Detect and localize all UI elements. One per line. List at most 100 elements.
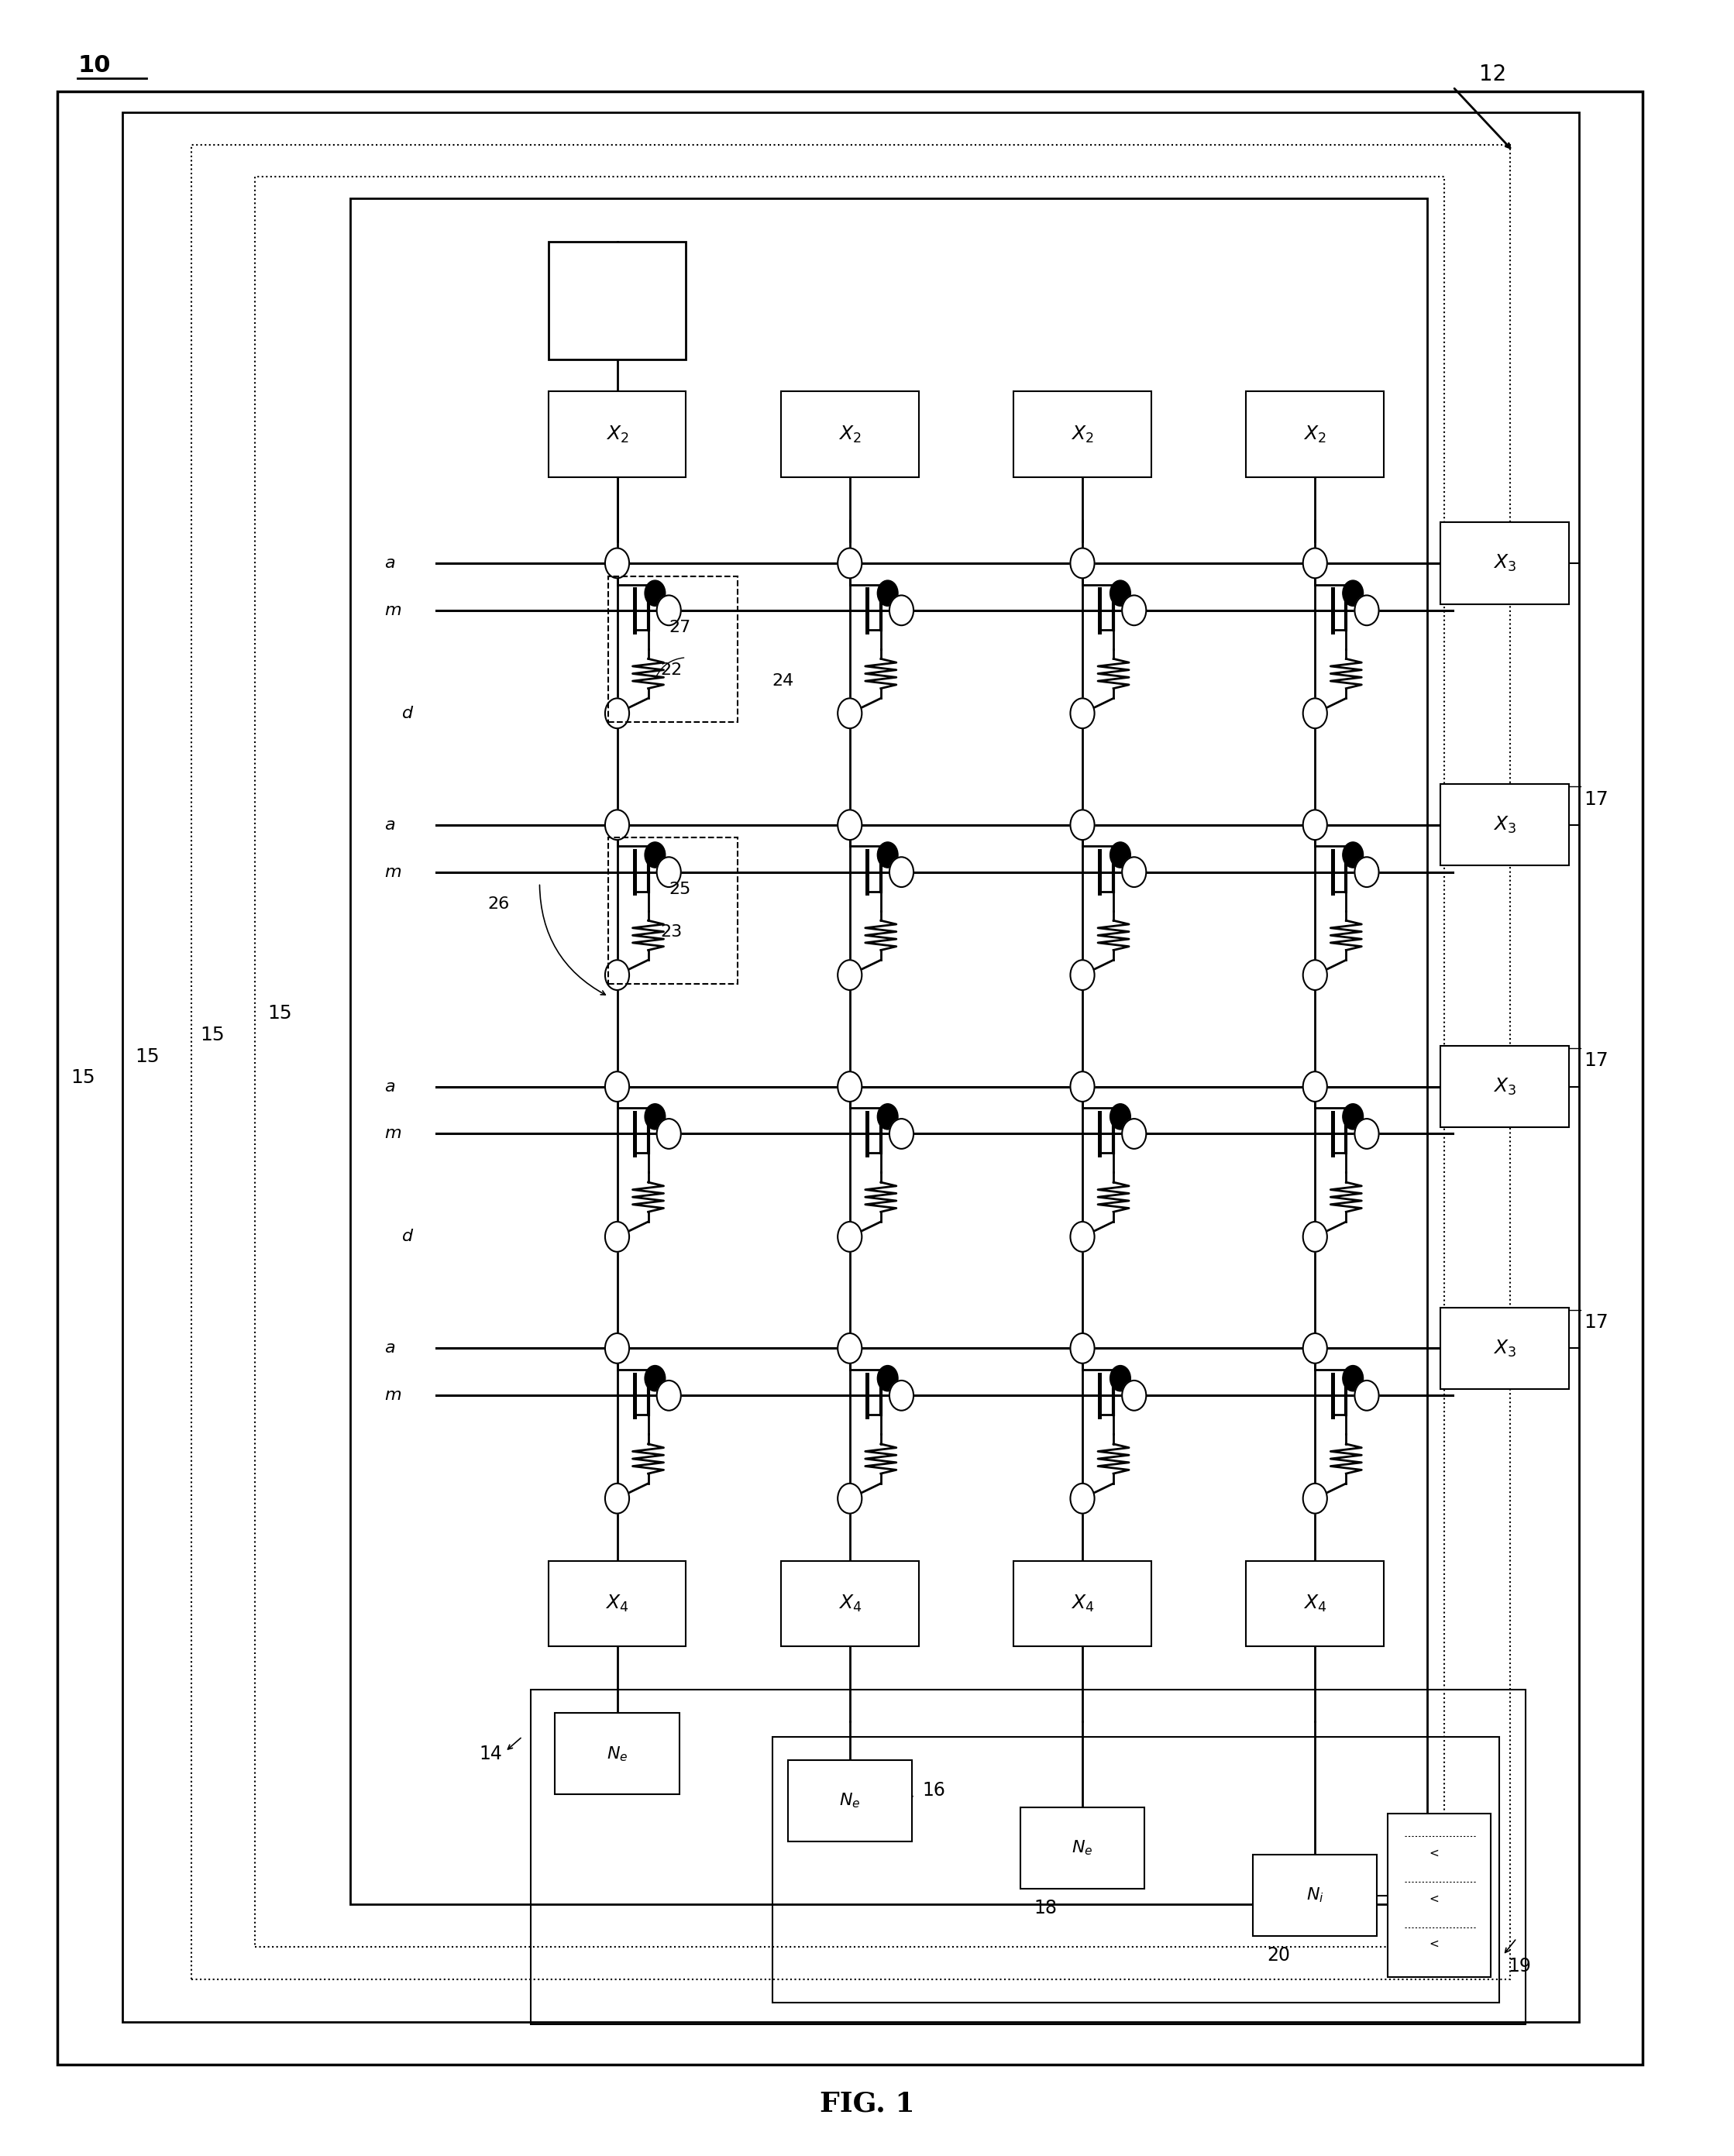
Text: 27: 27: [669, 619, 690, 636]
Circle shape: [1070, 811, 1094, 841]
Circle shape: [605, 1072, 629, 1102]
Text: $a$: $a$: [385, 554, 395, 571]
Circle shape: [890, 1380, 914, 1410]
Circle shape: [657, 595, 681, 625]
Bar: [1247, 1561, 1384, 1647]
Circle shape: [1070, 548, 1094, 578]
Circle shape: [1302, 1072, 1327, 1102]
Text: 15: 15: [135, 1048, 160, 1065]
Circle shape: [838, 1222, 862, 1253]
Text: $a$: $a$: [385, 817, 395, 834]
Circle shape: [1110, 1104, 1131, 1130]
Circle shape: [877, 1104, 898, 1130]
Text: 15: 15: [71, 1069, 95, 1087]
Text: $X_3$: $X_3$: [1493, 1339, 1516, 1358]
Text: $X_3$: $X_3$: [1493, 1076, 1516, 1097]
Text: 14: 14: [479, 1744, 503, 1764]
Bar: [609, 839, 737, 983]
Circle shape: [605, 548, 629, 578]
Circle shape: [1110, 843, 1131, 867]
Text: FIG. 1: FIG. 1: [820, 2091, 914, 2117]
Text: <: <: [1429, 1848, 1439, 1858]
Circle shape: [1302, 548, 1327, 578]
Circle shape: [1302, 1222, 1327, 1253]
Circle shape: [1342, 1365, 1363, 1391]
Text: $X_2$: $X_2$: [1304, 425, 1327, 444]
Circle shape: [1302, 959, 1327, 990]
Circle shape: [605, 1222, 629, 1253]
Bar: [1013, 1561, 1151, 1647]
Circle shape: [645, 1365, 666, 1391]
Text: 17: 17: [1583, 789, 1609, 808]
Circle shape: [1122, 595, 1146, 625]
Text: $m$: $m$: [385, 865, 402, 880]
Circle shape: [838, 699, 862, 729]
Text: 17: 17: [1583, 1052, 1609, 1069]
Bar: [548, 241, 687, 360]
Circle shape: [1354, 858, 1379, 886]
Circle shape: [1110, 580, 1131, 606]
Text: $X_3$: $X_3$: [1493, 552, 1516, 573]
Text: $a$: $a$: [385, 1078, 395, 1095]
Text: 19: 19: [1509, 1958, 1531, 1975]
Text: $X_4$: $X_4$: [838, 1593, 862, 1613]
Bar: [555, 1714, 680, 1794]
Circle shape: [838, 1483, 862, 1514]
Text: $N_e$: $N_e$: [1072, 1839, 1092, 1856]
Circle shape: [877, 580, 898, 606]
Text: 16: 16: [922, 1781, 945, 1800]
Circle shape: [645, 843, 666, 867]
Circle shape: [877, 843, 898, 867]
Circle shape: [605, 811, 629, 841]
Circle shape: [1354, 1119, 1379, 1149]
Circle shape: [1302, 811, 1327, 841]
Circle shape: [605, 1483, 629, 1514]
Circle shape: [605, 959, 629, 990]
Bar: [1247, 392, 1384, 476]
Circle shape: [645, 1104, 666, 1130]
Circle shape: [890, 595, 914, 625]
Text: $X_4$: $X_4$: [1304, 1593, 1327, 1613]
Text: 17: 17: [1583, 1313, 1609, 1332]
Bar: [787, 1759, 912, 1841]
Text: 22: 22: [661, 662, 681, 679]
Text: 10: 10: [78, 54, 111, 78]
Circle shape: [838, 1332, 862, 1363]
Circle shape: [1354, 1380, 1379, 1410]
Circle shape: [1302, 1332, 1327, 1363]
Circle shape: [1070, 959, 1094, 990]
Text: $N_i$: $N_i$: [1306, 1886, 1323, 1904]
Text: 24: 24: [772, 673, 794, 690]
Circle shape: [657, 1380, 681, 1410]
Circle shape: [1302, 1483, 1327, 1514]
Bar: [350, 198, 1427, 1904]
Circle shape: [1070, 699, 1094, 729]
Text: $d$: $d$: [402, 705, 414, 722]
Text: $m$: $m$: [385, 1125, 402, 1143]
Text: <: <: [1429, 1938, 1439, 1949]
Bar: [1387, 1813, 1491, 1977]
Circle shape: [1122, 1119, 1146, 1149]
Text: $X_3$: $X_3$: [1493, 815, 1516, 834]
Text: $X_4$: $X_4$: [605, 1593, 629, 1613]
Bar: [531, 1690, 1526, 2024]
Text: 20: 20: [1268, 1947, 1290, 1964]
Bar: [123, 112, 1578, 2022]
Circle shape: [838, 548, 862, 578]
Bar: [1254, 1854, 1377, 1936]
Bar: [1439, 785, 1569, 865]
Text: 26: 26: [487, 897, 510, 912]
Text: 18: 18: [1033, 1899, 1058, 1917]
Bar: [780, 1561, 919, 1647]
Bar: [191, 144, 1510, 1979]
Circle shape: [1122, 858, 1146, 886]
Text: 15: 15: [267, 1005, 291, 1022]
Text: 23: 23: [661, 925, 681, 940]
Circle shape: [1342, 580, 1363, 606]
Bar: [780, 392, 919, 476]
Bar: [1439, 1307, 1569, 1388]
Bar: [1013, 392, 1151, 476]
Text: <: <: [1429, 1893, 1439, 1904]
Circle shape: [890, 1119, 914, 1149]
Text: $X_2$: $X_2$: [605, 425, 629, 444]
